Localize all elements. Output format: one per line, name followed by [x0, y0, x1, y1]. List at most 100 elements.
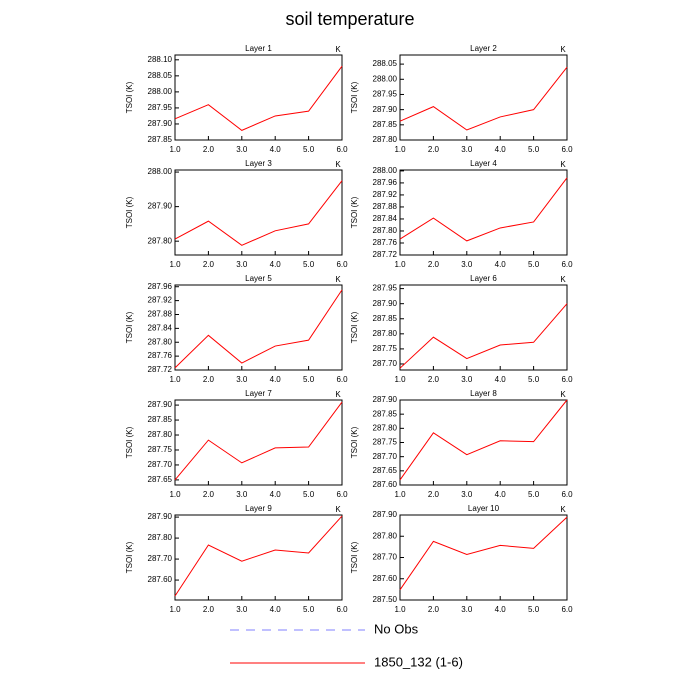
x-tick-label: 3.0 — [461, 605, 473, 614]
x-tick-label: 4.0 — [270, 260, 282, 269]
x-tick-label: 2.0 — [203, 145, 215, 154]
x-tick-label: 4.0 — [495, 260, 507, 269]
x-tick-label: 5.0 — [528, 260, 540, 269]
y-axis-label: TSOI (K) — [125, 81, 134, 113]
y-axis-label: TSOI (K) — [125, 541, 134, 573]
data-line — [174, 401, 343, 481]
panel-title: Layer 2 — [470, 44, 497, 53]
y-tick-label: 287.75 — [373, 438, 398, 447]
y-tick-label: 288.00 — [148, 87, 173, 96]
panel-title: Layer 4 — [470, 159, 497, 168]
legend-label: 1850_132 (1-6) — [374, 654, 463, 669]
x-tick-label: 1.0 — [394, 490, 406, 499]
x-tick-label: 2.0 — [428, 260, 440, 269]
y-tick-label: 287.70 — [373, 452, 398, 461]
y-tick-label: 287.90 — [148, 400, 173, 409]
y-axis-label: TSOI (K) — [350, 426, 359, 458]
units-label: K — [560, 275, 566, 284]
data-line — [399, 516, 568, 591]
y-tick-label: 287.90 — [148, 202, 173, 211]
x-tick-label: 4.0 — [495, 375, 507, 384]
y-tick-label: 287.85 — [373, 409, 398, 418]
x-tick-label: 2.0 — [203, 260, 215, 269]
x-tick-label: 3.0 — [461, 490, 473, 499]
x-tick-label: 2.0 — [428, 490, 440, 499]
x-tick-label: 4.0 — [270, 375, 282, 384]
x-tick-label: 3.0 — [236, 260, 248, 269]
x-tick-label: 6.0 — [336, 490, 348, 499]
x-tick-label: 6.0 — [336, 605, 348, 614]
plot-frame — [174, 399, 343, 486]
x-tick-label: 5.0 — [303, 605, 315, 614]
y-tick-label: 287.90 — [373, 105, 398, 114]
x-tick-label: 3.0 — [236, 605, 248, 614]
x-tick-label: 3.0 — [236, 375, 248, 384]
y-tick-label: 287.60 — [373, 574, 398, 583]
x-tick-label: 2.0 — [428, 145, 440, 154]
y-tick-label: 288.00 — [373, 166, 398, 175]
y-tick-label: 288.10 — [148, 55, 173, 64]
x-tick-label: 3.0 — [461, 375, 473, 384]
plot-frame — [399, 169, 568, 256]
x-tick-label: 1.0 — [169, 605, 181, 614]
legend-label: No Obs — [374, 621, 419, 636]
y-tick-label: 287.90 — [148, 512, 173, 521]
y-tick-label: 288.05 — [148, 71, 173, 80]
units-label: K — [335, 505, 341, 514]
units-label: K — [335, 45, 341, 54]
y-tick-label: 287.92 — [148, 296, 173, 305]
y-tick-label: 287.80 — [148, 430, 173, 439]
y-tick-label: 287.75 — [373, 344, 398, 353]
y-tick-label: 287.95 — [373, 284, 398, 293]
x-tick-label: 5.0 — [303, 260, 315, 269]
units-label: K — [560, 45, 566, 54]
y-tick-label: 287.80 — [373, 329, 398, 338]
panel-title: Layer 5 — [245, 274, 272, 283]
y-axis-label: TSOI (K) — [125, 311, 134, 343]
data-line — [174, 289, 343, 369]
y-tick-label: 287.95 — [373, 90, 398, 99]
panel-title: Layer 10 — [468, 504, 500, 513]
units-label: K — [335, 390, 341, 399]
x-tick-label: 1.0 — [169, 260, 181, 269]
x-tick-label: 6.0 — [336, 260, 348, 269]
x-tick-label: 5.0 — [528, 490, 540, 499]
plot-frame — [174, 514, 343, 601]
x-tick-label: 6.0 — [561, 375, 573, 384]
plot-frame — [174, 54, 343, 141]
x-tick-label: 1.0 — [169, 145, 181, 154]
y-axis-label: TSOI (K) — [350, 196, 359, 228]
y-tick-label: 288.00 — [373, 74, 398, 83]
y-tick-label: 287.90 — [373, 395, 398, 404]
x-tick-label: 6.0 — [336, 375, 348, 384]
x-tick-label: 6.0 — [561, 260, 573, 269]
x-tick-label: 3.0 — [461, 145, 473, 154]
x-tick-label: 6.0 — [561, 605, 573, 614]
units-label: K — [560, 160, 566, 169]
panel-title: Layer 1 — [245, 44, 272, 53]
y-tick-label: 287.80 — [373, 135, 398, 144]
y-tick-label: 287.85 — [148, 135, 173, 144]
y-tick-label: 287.72 — [148, 365, 173, 374]
x-tick-label: 1.0 — [394, 145, 406, 154]
y-tick-label: 287.72 — [373, 250, 398, 259]
y-tick-label: 287.84 — [148, 323, 173, 332]
y-tick-label: 287.96 — [373, 178, 398, 187]
x-tick-label: 5.0 — [303, 145, 315, 154]
x-tick-label: 2.0 — [203, 375, 215, 384]
data-line — [399, 66, 568, 131]
x-tick-label: 2.0 — [203, 605, 215, 614]
x-tick-label: 2.0 — [428, 375, 440, 384]
y-tick-label: 287.88 — [373, 202, 398, 211]
data-line — [174, 515, 343, 597]
x-tick-label: 4.0 — [270, 145, 282, 154]
y-tick-label: 287.80 — [148, 337, 173, 346]
panel-title: Layer 7 — [245, 389, 272, 398]
y-tick-label: 287.80 — [148, 236, 173, 245]
x-tick-label: 4.0 — [495, 145, 507, 154]
x-tick-label: 6.0 — [561, 490, 573, 499]
y-tick-label: 287.85 — [373, 120, 398, 129]
y-tick-label: 287.85 — [373, 314, 398, 323]
x-tick-label: 1.0 — [394, 375, 406, 384]
